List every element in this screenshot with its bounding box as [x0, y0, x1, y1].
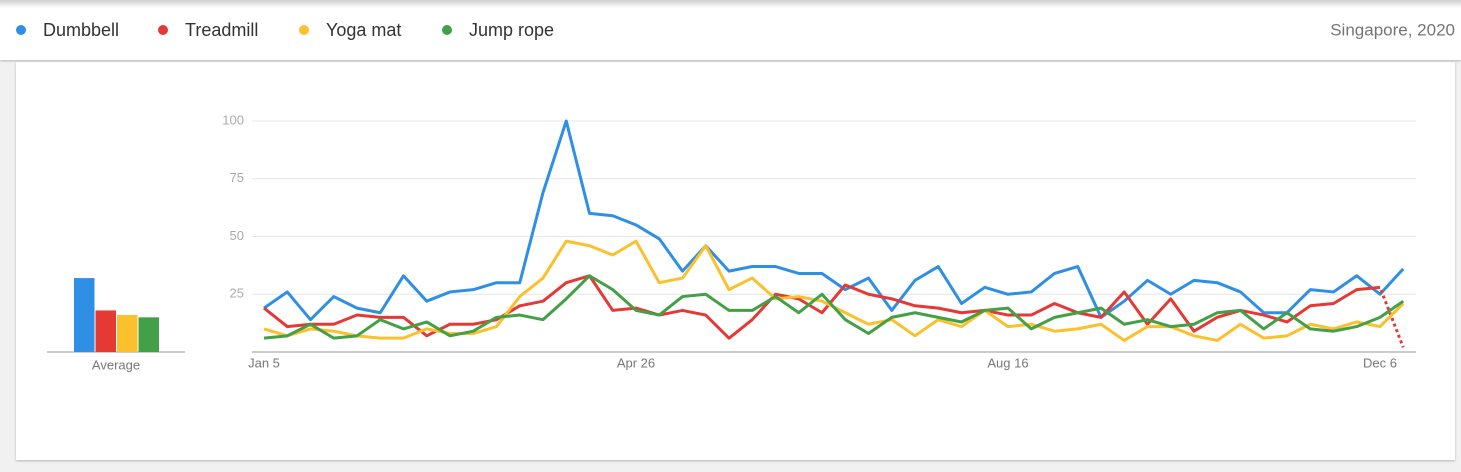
y-tick-label: 100 [222, 112, 244, 127]
x-tick-label: Jan 5 [248, 355, 280, 370]
legend-swatch [158, 25, 168, 35]
legend-label: Dumbbell [43, 20, 119, 40]
x-tick-label: Apr 26 [617, 355, 655, 370]
average-bar [95, 310, 116, 352]
legend-label: Yoga mat [326, 20, 401, 40]
region-period: Singapore, 2020 [1330, 20, 1455, 39]
y-tick-label: 50 [230, 228, 244, 243]
legend-label: Treadmill [185, 20, 258, 40]
legend-swatch [299, 25, 309, 35]
legend-swatch [16, 25, 26, 35]
x-tick-label: Aug 16 [987, 355, 1028, 370]
legend-swatch [442, 25, 452, 35]
header [0, 0, 1461, 60]
card [16, 62, 1455, 460]
x-tick-label: Dec 6 [1363, 355, 1397, 370]
average-bar [138, 317, 159, 352]
average-bar [117, 315, 138, 352]
average-label: Average [92, 357, 140, 372]
y-tick-label: 75 [230, 170, 244, 185]
legend-label: Jump rope [469, 20, 554, 40]
series-line [263, 274, 1405, 340]
series-line [263, 119, 1405, 322]
average-bar [74, 278, 95, 352]
y-tick-label: 25 [230, 286, 244, 301]
header-shade [0, 0, 1461, 8]
series-line [263, 274, 1405, 348]
